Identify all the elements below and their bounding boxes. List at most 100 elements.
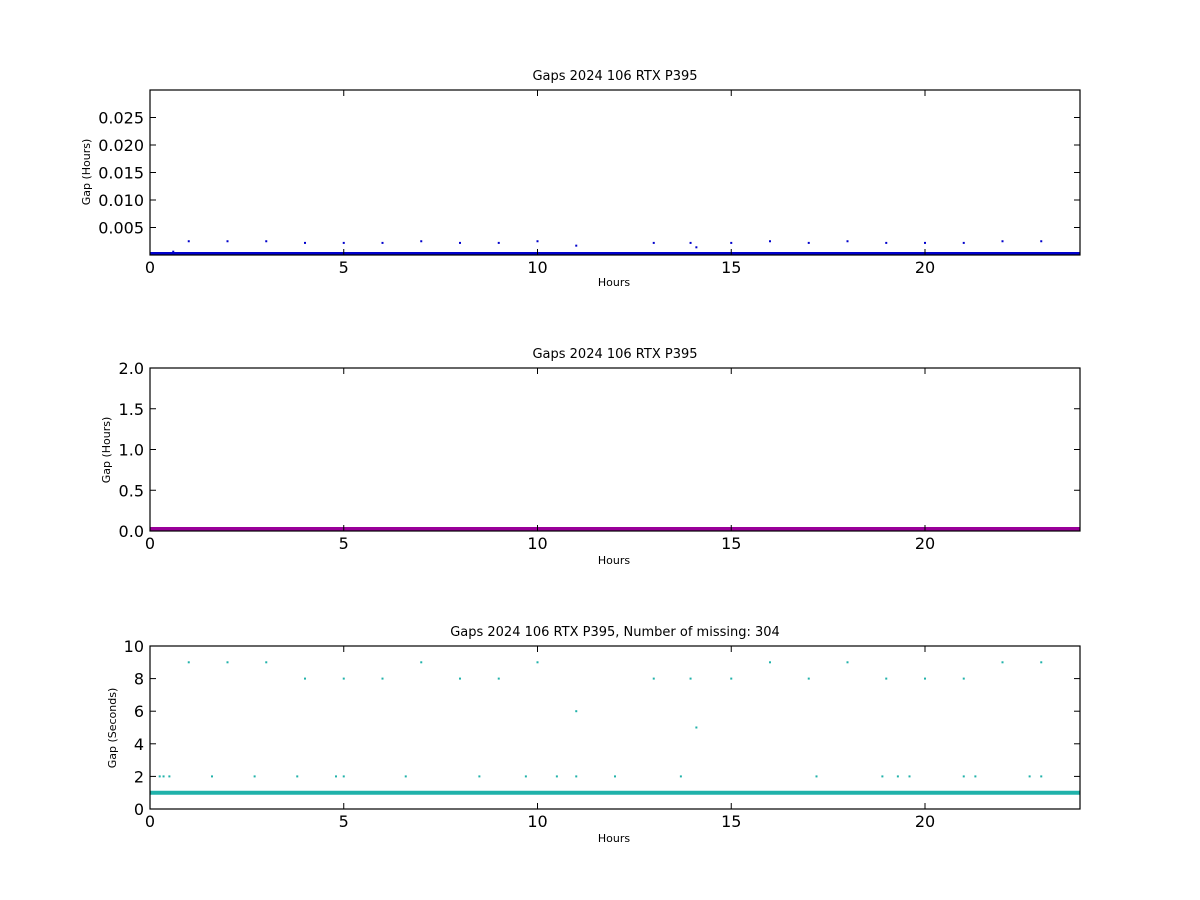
data-point: [168, 775, 171, 778]
data-point: [342, 775, 345, 778]
data-point: [459, 677, 461, 680]
data-point: [172, 250, 175, 253]
y-tick-label: 2: [134, 767, 144, 786]
data-point: [652, 677, 655, 680]
data-point: [881, 775, 884, 778]
data-point: [1040, 240, 1043, 243]
data-point: [536, 240, 539, 243]
y-tick-label: 0.005: [98, 219, 144, 238]
data-point: [187, 661, 190, 664]
x-tick-label: 0: [145, 534, 155, 553]
panel-3-title: Gaps 2024 106 RTX P395, Number of missin…: [450, 625, 780, 640]
data-point: [908, 775, 911, 778]
data-point: [536, 661, 539, 664]
data-point: [265, 661, 268, 664]
y-tick-label: 1.0: [119, 441, 144, 460]
x-tick-label: 10: [527, 534, 547, 553]
data-point: [769, 240, 771, 243]
data-point: [575, 775, 578, 778]
data-point: [381, 677, 384, 680]
y-tick-label: 1.5: [119, 400, 144, 419]
data-point: [896, 775, 899, 778]
data-point: [304, 677, 306, 680]
data-point: [695, 726, 698, 729]
data-point: [342, 677, 345, 680]
y-tick-label: 8: [134, 670, 144, 689]
y-tick-label: 0.0: [119, 522, 144, 541]
panel-1-marks: 0 5 10 15 20 0.005 0.010 0.015 0.020 0.025: [98, 90, 1080, 277]
y-tick-label: 6: [134, 702, 144, 721]
data-point: [689, 677, 692, 680]
x-tick-label: 10: [527, 258, 547, 277]
y-tick-label: 0.020: [98, 136, 144, 155]
x-tick-label: 20: [915, 812, 935, 831]
data-point: [1001, 661, 1004, 664]
panel-3-marks: 0 5 10 15 20 0 2 4 6 8 10: [124, 637, 1080, 831]
data-point: [614, 775, 616, 778]
data-point: [1040, 775, 1043, 778]
data-point: [815, 775, 818, 778]
data-point: [974, 775, 977, 778]
data-point: [962, 677, 965, 680]
panel-1: Gaps 2024 106 RTX P395 Hours Gap (Hours)…: [80, 69, 1081, 289]
data-point: [924, 241, 926, 244]
x-tick-label: 5: [339, 534, 349, 553]
x-tick-label: 15: [721, 812, 741, 831]
data-point: [162, 775, 165, 778]
data-point: [962, 241, 965, 244]
data-point: [459, 241, 461, 244]
x-tick-label: 20: [915, 258, 935, 277]
y-tick-label: 0.015: [98, 164, 144, 183]
data-point: [478, 775, 481, 778]
data-point: [304, 241, 306, 244]
data-point: [381, 241, 384, 244]
panel-1-frame: [149, 89, 1081, 256]
data-point: [265, 240, 268, 243]
data-point: [211, 775, 213, 778]
data-point: [342, 241, 345, 244]
data-point: [769, 661, 771, 664]
data-point: [296, 775, 299, 778]
data-point: [335, 775, 337, 778]
data-point: [158, 775, 161, 778]
data-point: [497, 241, 500, 244]
data-point: [172, 528, 175, 531]
x-tick-label: 15: [721, 534, 741, 553]
data-point: [1040, 661, 1043, 664]
data-point: [524, 775, 527, 778]
x-tick-label: 5: [339, 812, 349, 831]
data-point: [689, 241, 692, 244]
panel-2-ylabel: Gap (Hours): [100, 417, 113, 484]
panel-3: Gaps 2024 106 RTX P395, Number of missin…: [106, 625, 1081, 845]
panel-3-ylabel: Gap (Seconds): [106, 688, 119, 769]
data-point: [885, 677, 888, 680]
data-point: [420, 661, 423, 664]
data-point: [497, 677, 500, 680]
y-tick-label: 10: [124, 637, 144, 656]
data-point: [846, 661, 849, 664]
x-tick-label: 5: [339, 258, 349, 277]
y-tick-label: 4: [134, 735, 144, 754]
data-point: [404, 775, 407, 778]
data-point: [575, 244, 578, 247]
panel-3-frame: [149, 645, 1081, 810]
data-point: [885, 241, 888, 244]
x-tick-label: 0: [145, 258, 155, 277]
data-point: [575, 710, 578, 713]
panel-2-marks: 0 5 10 15 20 0.0 0.5 1.0 1.5 2.0: [119, 359, 1080, 553]
panel-1-title: Gaps 2024 106 RTX P395: [532, 69, 697, 84]
data-point: [1028, 775, 1031, 778]
data-point: [652, 241, 655, 244]
data-point: [679, 775, 682, 778]
data-point: [846, 240, 849, 243]
data-point: [695, 246, 698, 249]
data-point: [226, 240, 229, 243]
x-tick-label: 10: [527, 812, 547, 831]
y-tick-label: 0.025: [98, 109, 144, 128]
data-point: [420, 240, 423, 243]
panel-2-frame: [149, 367, 1081, 532]
x-tick-label: 0: [145, 812, 155, 831]
data-point: [962, 775, 965, 778]
panel-1-ylabel: Gap (Hours): [80, 139, 93, 206]
x-tick-label: 15: [721, 258, 741, 277]
